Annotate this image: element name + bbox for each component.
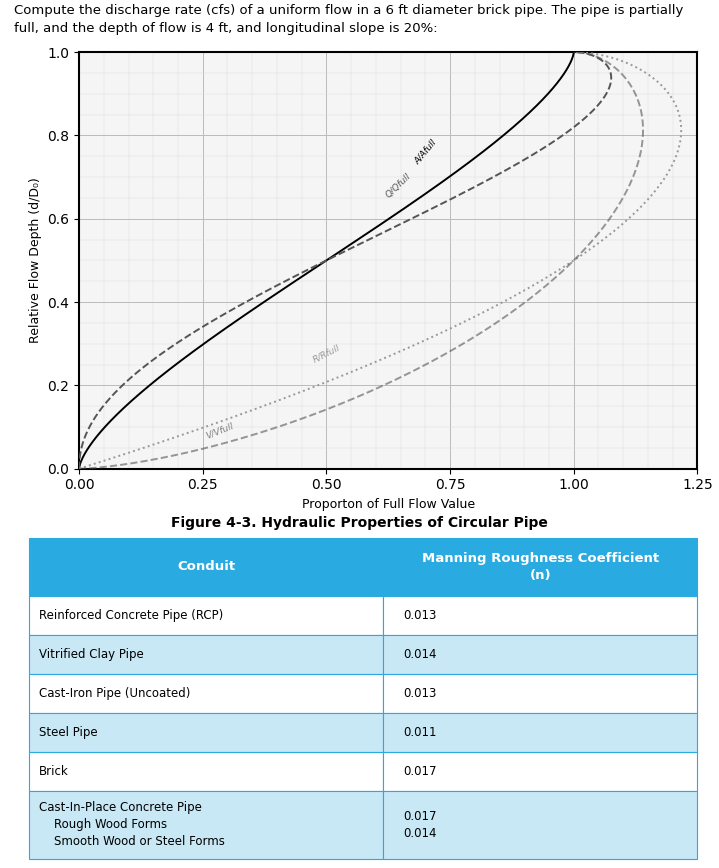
Text: Q/Qfull: Q/Qfull	[384, 171, 413, 200]
Text: 0.011: 0.011	[403, 726, 436, 739]
Text: A/Afull: A/Afull	[413, 138, 438, 166]
FancyBboxPatch shape	[383, 791, 697, 859]
FancyBboxPatch shape	[29, 791, 383, 859]
FancyBboxPatch shape	[383, 713, 697, 752]
Text: Manning Roughness Coefficient
(n): Manning Roughness Coefficient (n)	[422, 552, 659, 582]
Text: Cast-In-Place Concrete Pipe
    Rough Wood Forms
    Smooth Wood or Steel Forms: Cast-In-Place Concrete Pipe Rough Wood F…	[39, 801, 224, 849]
Text: 0.013: 0.013	[403, 687, 436, 700]
Text: 0.017: 0.017	[403, 765, 436, 778]
Text: 0.014: 0.014	[403, 648, 436, 661]
FancyBboxPatch shape	[383, 674, 697, 713]
Text: V/Vfull: V/Vfull	[205, 422, 235, 441]
FancyBboxPatch shape	[29, 713, 383, 752]
Y-axis label: Relative Flow Depth (d/D₀): Relative Flow Depth (d/D₀)	[29, 178, 42, 343]
Text: Figure 4-3. Hydraulic Properties of Circular Pipe: Figure 4-3. Hydraulic Properties of Circ…	[171, 516, 548, 530]
X-axis label: Proporton of Full Flow Value: Proporton of Full Flow Value	[302, 498, 475, 511]
FancyBboxPatch shape	[383, 595, 697, 635]
FancyBboxPatch shape	[29, 538, 383, 595]
Text: 0.013: 0.013	[403, 608, 436, 621]
FancyBboxPatch shape	[383, 538, 697, 595]
Text: 0.017
0.014: 0.017 0.014	[403, 810, 436, 840]
FancyBboxPatch shape	[29, 635, 383, 674]
Text: Reinforced Concrete Pipe (RCP): Reinforced Concrete Pipe (RCP)	[39, 608, 223, 621]
FancyBboxPatch shape	[29, 595, 383, 635]
Text: Cast-Iron Pipe (Uncoated): Cast-Iron Pipe (Uncoated)	[39, 687, 190, 700]
Text: Conduit: Conduit	[177, 561, 235, 574]
Text: Brick: Brick	[39, 765, 68, 778]
FancyBboxPatch shape	[383, 635, 697, 674]
FancyBboxPatch shape	[383, 752, 697, 791]
Text: Steel Pipe: Steel Pipe	[39, 726, 97, 739]
FancyBboxPatch shape	[29, 674, 383, 713]
Text: R/Rfull: R/Rfull	[311, 344, 342, 365]
Text: Compute the discharge rate (cfs) of a uniform flow in a 6 ft diameter brick pipe: Compute the discharge rate (cfs) of a un…	[14, 4, 684, 36]
FancyBboxPatch shape	[29, 752, 383, 791]
Text: Vitrified Clay Pipe: Vitrified Clay Pipe	[39, 648, 144, 661]
